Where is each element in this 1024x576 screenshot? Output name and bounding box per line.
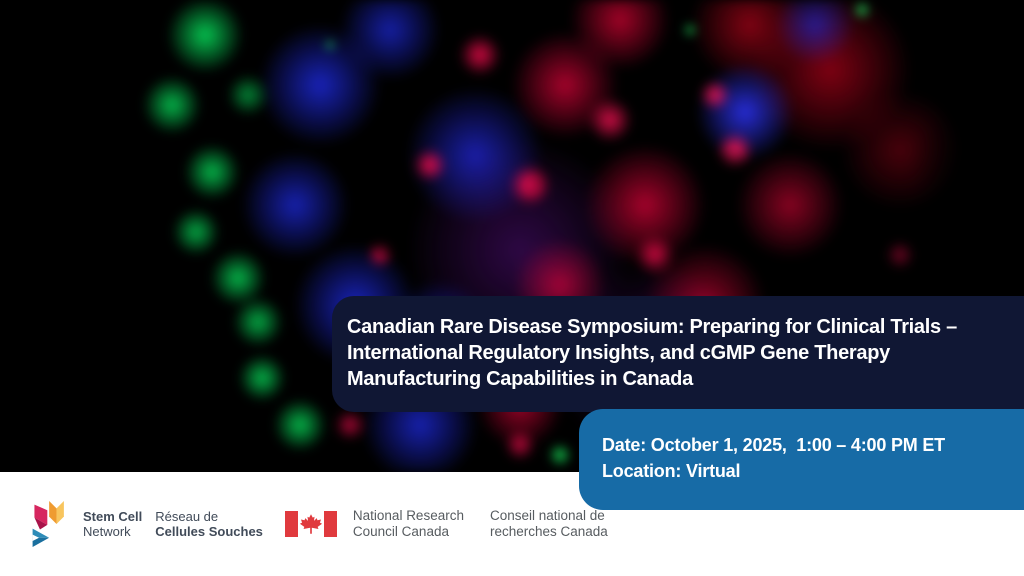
nrc-fr-line1: Conseil national de [489, 508, 605, 523]
title-line-1: Canadian Rare Disease Symposium: Prepari… [347, 316, 957, 338]
stem-cell-network-icon [32, 501, 64, 547]
title-line-3: Manufacturing Capabilities in Canada [347, 368, 693, 390]
nrc-name-french: Conseil national de recherches Canada [490, 508, 608, 540]
nrc-en-line2: Council Canada [352, 524, 449, 539]
event-location: Location: Virtual [602, 461, 741, 481]
scn-name-fr-line2: Cellules Souches [155, 524, 263, 539]
scn-name-english: Stem Cell Network [83, 509, 142, 539]
event-date: Date: October 1, 2025, 1:00 – 4:00 PM ET [602, 435, 945, 455]
nrc-name-english: National Research Council Canada [353, 508, 464, 540]
logo-row: Stem Cell Network Réseau de Cellules Sou… [0, 472, 1024, 576]
scn-name-fr-line1: Réseau de [155, 509, 219, 524]
title-line-2: International Regulatory Insights, and c… [347, 342, 890, 364]
title-banner: Canadian Rare Disease Symposium: Prepari… [332, 296, 1024, 412]
scn-name-en-line1: Stem Cell [83, 509, 143, 524]
nrc-en-line1: National Research [352, 508, 464, 523]
scn-name-en-line2: Network [83, 524, 131, 539]
event-details-banner: Date: October 1, 2025, 1:00 – 4:00 PM ET… [579, 409, 1024, 510]
fluorescence-micrograph-image [0, 0, 1024, 472]
scn-name-french: Réseau de Cellules Souches [155, 509, 263, 539]
logo-footer: Stem Cell Network Réseau de Cellules Sou… [0, 472, 1024, 576]
canada-flag-icon [284, 511, 337, 537]
nrc-fr-line2: recherches Canada [489, 524, 608, 539]
